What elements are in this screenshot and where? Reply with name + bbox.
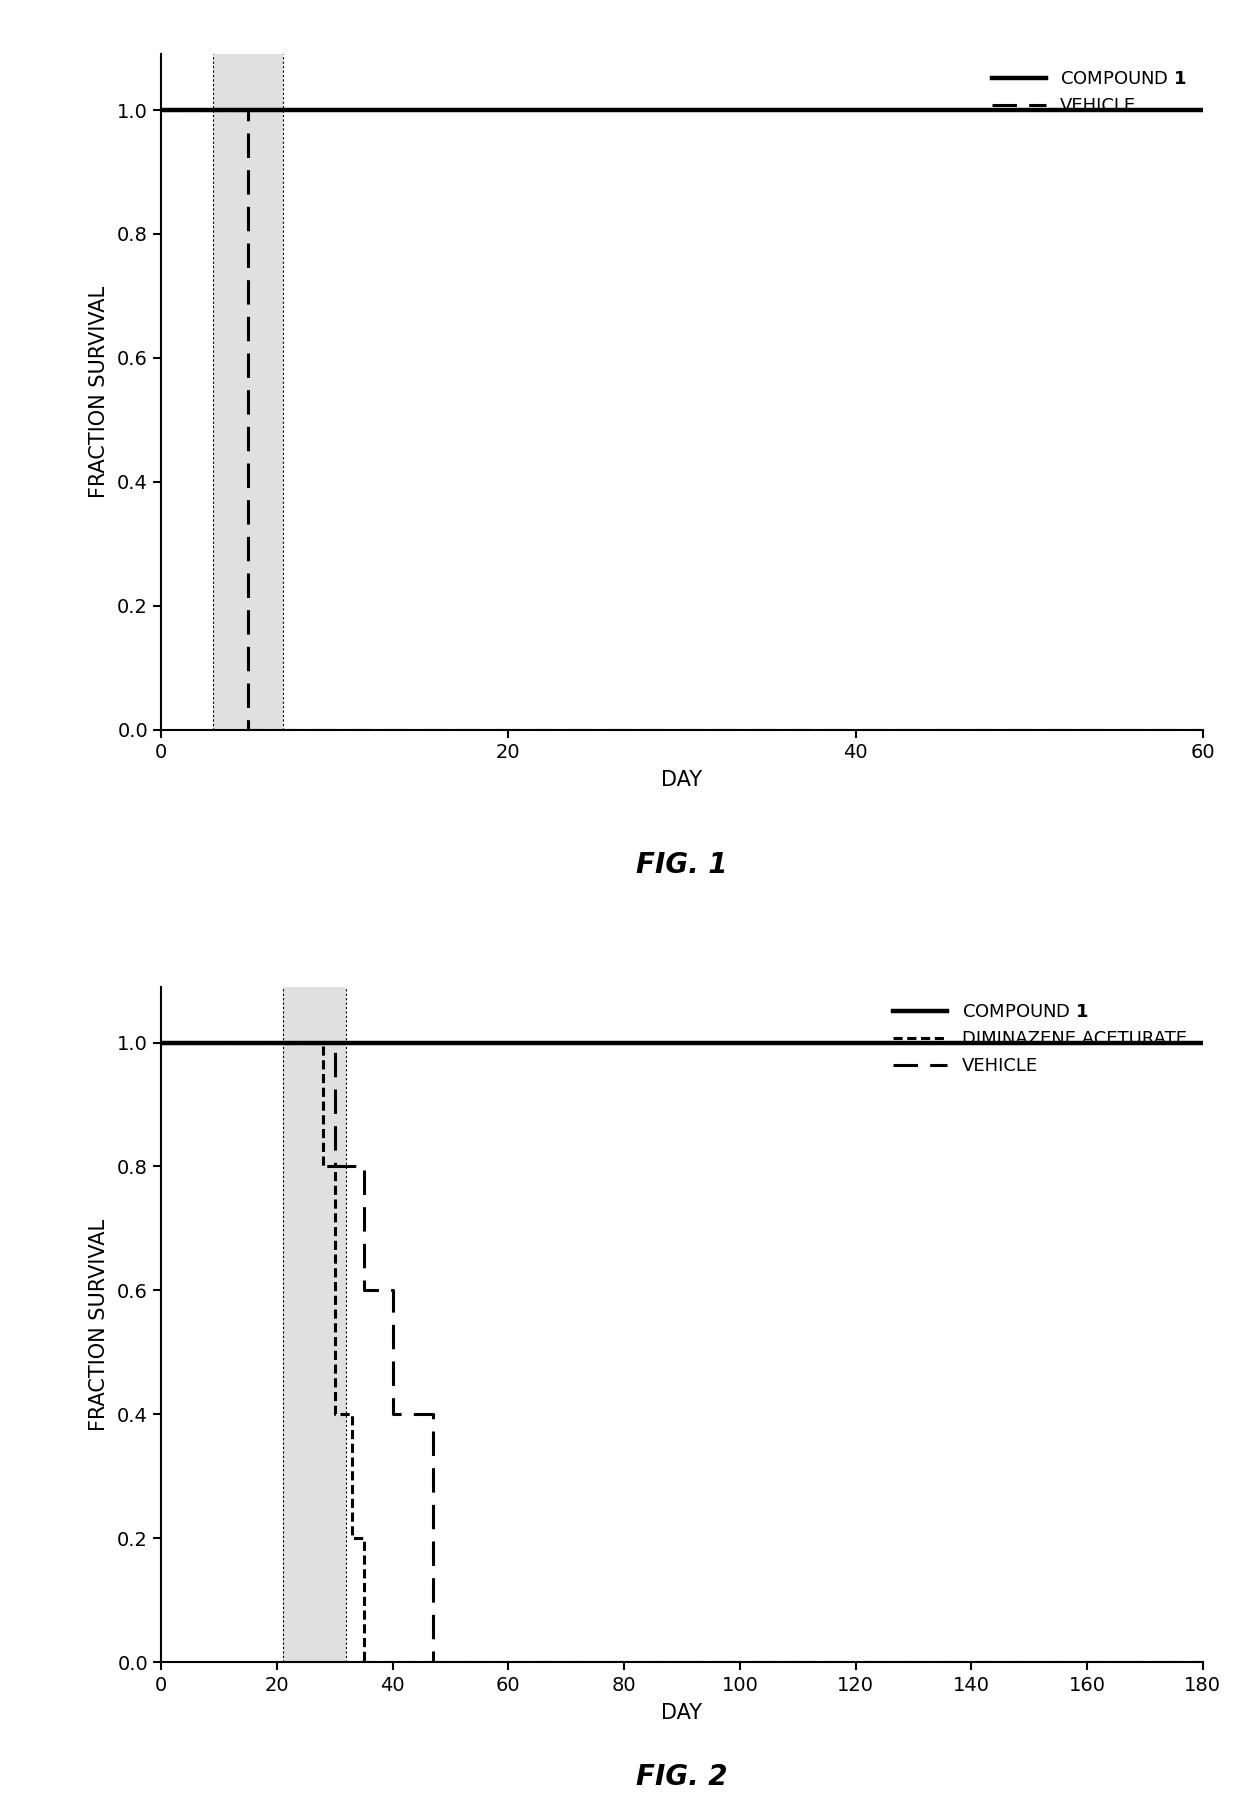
Text: FIG. 2: FIG. 2 [636,1764,728,1791]
Y-axis label: FRACTION SURVIVAL: FRACTION SURVIVAL [89,286,109,499]
Legend: COMPOUND $\mathbf{1}$, DIMINAZENE ACETURATE, VEHICLE: COMPOUND $\mathbf{1}$, DIMINAZENE ACETUR… [885,996,1194,1082]
Text: FIG. 1: FIG. 1 [636,851,728,878]
X-axis label: DAY: DAY [661,1702,703,1722]
Bar [213,54,283,730]
Y-axis label: FRACTION SURVIVAL: FRACTION SURVIVAL [89,1218,109,1431]
Legend: COMPOUND $\mathbf{1}$, VEHICLE: COMPOUND $\mathbf{1}$, VEHICLE [985,63,1194,123]
X-axis label: DAY: DAY [661,770,703,790]
Bar [213,54,283,730]
Bar [283,987,346,1662]
